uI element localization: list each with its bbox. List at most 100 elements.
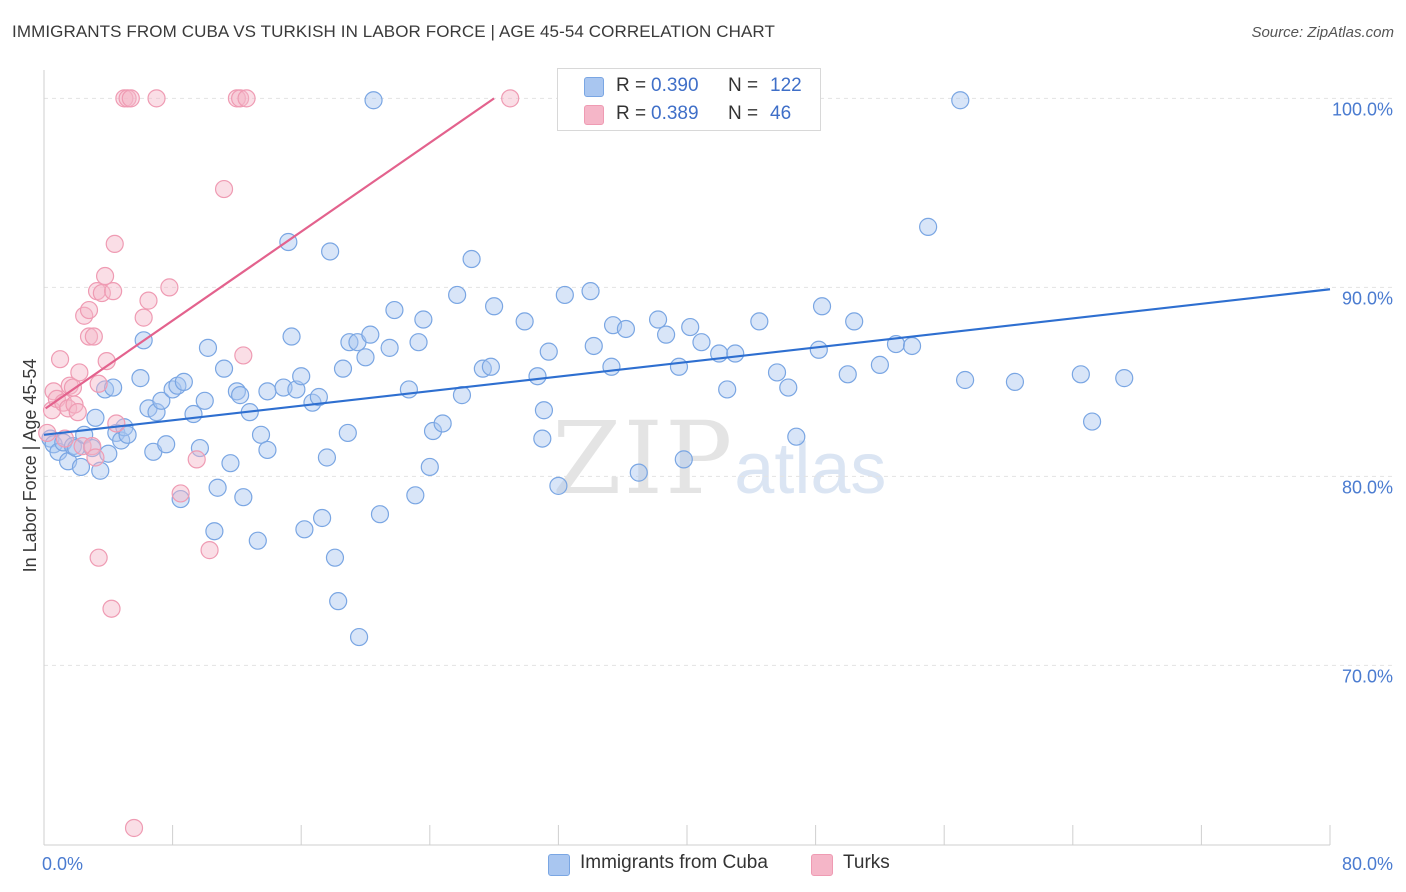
point-cuba [361,325,380,344]
y-tick-label: 80.0% [1342,477,1393,497]
point-cuba [845,312,864,331]
point-cuba [195,391,214,410]
point-turks [214,179,234,199]
point-turks [50,350,70,369]
point-cuba [616,319,636,339]
legend-swatch-turks [811,854,833,876]
stats-legend: R = 0.390 N = 122 R = 0.389 N = 46 [557,68,821,131]
point-cuba [779,378,798,397]
point-turks [79,300,99,320]
point-turks [107,414,126,433]
legend-r-value: 0.389 [651,103,699,124]
point-turks [89,374,108,393]
point-cuba [321,242,340,261]
point-cuba [485,297,504,316]
y-tick-label: 90.0% [1342,288,1393,308]
y-tick-label: 70.0% [1342,666,1393,686]
trend-line-cuba [43,288,1331,436]
point-cuba [726,344,745,363]
point-cuba [86,408,105,427]
point-turks [121,89,140,108]
point-cuba [462,249,481,269]
y-tick-label: 100.0% [1332,99,1393,119]
point-cuba [481,357,500,376]
chart-title: IMMIGRANTS FROM CUBA VS TURKISH IN LABOR… [12,22,775,41]
point-cuba [399,380,419,399]
legend-label-turks: Turks [843,852,890,873]
point-cuba [581,282,600,301]
point-turks [73,437,92,456]
point-cuba [423,421,443,441]
point-cuba [258,382,277,401]
point-cuba [648,310,668,329]
x-tick-label: 0.0% [42,854,83,874]
point-cuba [681,317,700,337]
point-cuba [629,463,648,482]
y-axis-title: In Labor Force | Age 45-54 [20,359,40,573]
point-cuba [333,359,353,378]
point-cuba [838,365,857,384]
point-turks [102,599,121,618]
point-cuba [406,486,425,505]
point-cuba [338,423,357,443]
point-turks [75,306,94,325]
point-cuba [329,592,348,611]
point-cuba [349,627,369,647]
point-cuba [356,348,375,367]
point-turks [83,437,102,456]
point-turks [187,450,206,469]
point-turks [95,266,115,286]
point-turks [104,282,123,301]
point-cuba [750,312,769,331]
point-cuba [370,505,390,524]
point-cuba [669,357,689,376]
grid-lines [44,97,1394,666]
zipatlas-watermark: ZIPatlas [552,400,886,517]
point-cuba [174,372,193,391]
legend-swatch-cuba [548,854,570,876]
point-cuba [364,91,383,110]
point-turks [55,429,74,448]
legend-n-label: N = [728,103,759,124]
trend-lines [43,97,1331,436]
point-cuba [171,489,190,509]
point-cuba [955,370,975,390]
point-turks [124,818,144,838]
point-turks [68,403,87,422]
point-cuba [555,285,574,305]
point-turks [134,308,153,327]
point-cuba [1071,365,1090,384]
point-turks [89,548,108,567]
point-cuba [409,333,428,352]
point-cuba [919,217,938,236]
x-tick-label: 80.0% [1342,854,1393,874]
point-cuba [380,338,399,357]
point-turks [231,89,250,108]
point-cuba [248,531,267,550]
watermark-zip: ZIP [552,400,735,517]
axes [43,70,1331,846]
point-cuba [234,488,253,507]
point-cuba [312,508,332,528]
point-cuba [152,391,171,410]
point-cuba [692,333,711,352]
point-cuba [325,548,345,567]
point-cuba [809,340,828,359]
point-cuba [221,454,240,473]
point-cuba [208,478,227,497]
legend-label-cuba: Immigrants from Cuba [580,852,768,873]
point-cuba [157,435,176,454]
point-turks [234,346,253,365]
point-cuba [1115,369,1134,388]
point-turks [160,278,179,297]
point-cuba [602,357,621,376]
point-turks [86,448,105,467]
trend-line-turks [44,97,495,410]
point-turks [237,89,256,108]
point-turks [501,89,520,108]
point-cuba [292,367,311,386]
point-cuba [414,310,433,329]
point-cuba [902,336,922,356]
point-cuba [317,448,337,467]
